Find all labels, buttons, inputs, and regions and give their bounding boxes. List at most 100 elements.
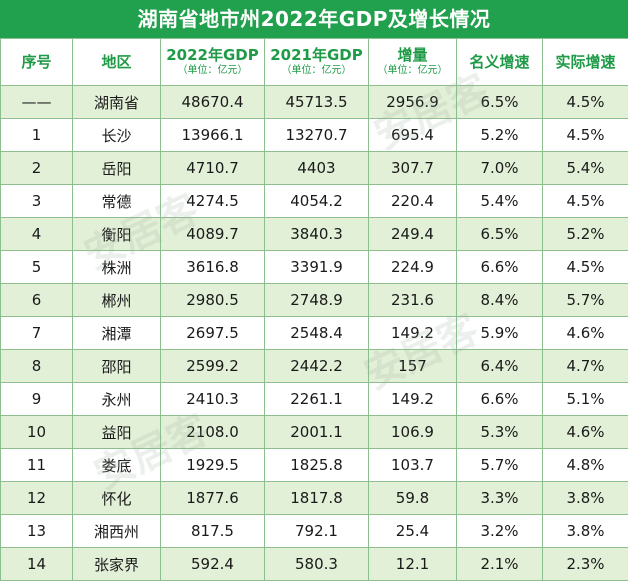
cell-index: 4 [0,217,73,251]
cell-real-growth: 5.7% [542,283,628,317]
cell-gdp-2021: 3840.3 [264,217,369,251]
cell-increment: 224.9 [368,250,457,284]
cell-real-growth: 3.8% [542,514,628,548]
cell-gdp-2022: 1929.5 [160,448,265,482]
cell-index: 1 [0,118,73,152]
cell-gdp-2021: 13270.7 [264,118,369,152]
table-row: 14 张家界 592.4 580.3 12.1 2.1% 2.3% [0,547,628,581]
cell-gdp-2022: 817.5 [160,514,265,548]
cell-gdp-2022: 48670.4 [160,85,265,119]
cell-index: 9 [0,382,73,416]
cell-region: 常德 [72,184,161,218]
cell-region: 益阳 [72,415,161,449]
cell-increment: 307.7 [368,151,457,185]
cell-index: 14 [0,547,73,581]
table-row: 9 永州 2410.3 2261.1 149.2 6.6% 5.1% [0,382,628,416]
cell-gdp-2021: 2548.4 [264,316,369,350]
header-nominal-growth: 名义增速 [456,38,543,86]
cell-index: 8 [0,349,73,383]
cell-gdp-2022: 1877.6 [160,481,265,515]
cell-gdp-2021: 3391.9 [264,250,369,284]
table-row: 8 邵阳 2599.2 2442.2 157 6.4% 4.7% [0,349,628,383]
cell-index: 12 [0,481,73,515]
cell-real-growth: 2.3% [542,547,628,581]
cell-region: 张家界 [72,547,161,581]
cell-gdp-2021: 792.1 [264,514,369,548]
cell-real-growth: 4.6% [542,316,628,350]
cell-gdp-2022: 13966.1 [160,118,265,152]
cell-gdp-2022: 2980.5 [160,283,265,317]
cell-index: 11 [0,448,73,482]
cell-nominal-growth: 6.6% [456,250,543,284]
cell-index: 5 [0,250,73,284]
table-row: 10 益阳 2108.0 2001.1 106.9 5.3% 4.6% [0,415,628,449]
cell-gdp-2021: 2001.1 [264,415,369,449]
table-row: 4 衡阳 4089.7 3840.3 249.4 6.5% 5.2% [0,217,628,251]
cell-gdp-2022: 592.4 [160,547,265,581]
cell-increment: 231.6 [368,283,457,317]
cell-region: 衡阳 [72,217,161,251]
cell-real-growth: 4.5% [542,184,628,218]
cell-increment: 106.9 [368,415,457,449]
cell-real-growth: 4.7% [542,349,628,383]
cell-gdp-2021: 2261.1 [264,382,369,416]
header-region: 地区 [72,38,161,86]
cell-nominal-growth: 7.0% [456,151,543,185]
table-row: 1 长沙 13966.1 13270.7 695.4 5.2% 4.5% [0,118,628,152]
cell-increment: 695.4 [368,118,457,152]
cell-increment: 2956.9 [368,85,457,119]
cell-gdp-2021: 1825.8 [264,448,369,482]
cell-gdp-2022: 2697.5 [160,316,265,350]
table-row: —— 湖南省 48670.4 45713.5 2956.9 6.5% 4.5% [0,85,628,119]
cell-region: 株洲 [72,250,161,284]
cell-region: 湘西州 [72,514,161,548]
cell-gdp-2021: 4403 [264,151,369,185]
header-gdp-2022: 2022年GDP （单位：亿元） [160,38,265,86]
cell-region: 怀化 [72,481,161,515]
cell-index: 3 [0,184,73,218]
cell-region: 永州 [72,382,161,416]
cell-nominal-growth: 6.6% [456,382,543,416]
cell-gdp-2022: 2599.2 [160,349,265,383]
cell-real-growth: 5.4% [542,151,628,185]
cell-region: 湘潭 [72,316,161,350]
table-row: 3 常德 4274.5 4054.2 220.4 5.4% 4.5% [0,184,628,218]
cell-real-growth: 4.6% [542,415,628,449]
table-row: 13 湘西州 817.5 792.1 25.4 3.2% 3.8% [0,514,628,548]
cell-increment: 220.4 [368,184,457,218]
table-header-row: 序号 地区 2022年GDP （单位：亿元） 2021年GDP （单位：亿元） 增量… [0,38,628,86]
cell-nominal-growth: 6.5% [456,217,543,251]
cell-increment: 149.2 [368,382,457,416]
cell-nominal-growth: 5.4% [456,184,543,218]
cell-index: —— [0,85,73,119]
gdp-table: 序号 地区 2022年GDP （单位：亿元） 2021年GDP （单位：亿元） 增量… [0,38,628,581]
cell-real-growth: 4.5% [542,250,628,284]
cell-nominal-growth: 2.1% [456,547,543,581]
cell-nominal-growth: 5.7% [456,448,543,482]
cell-index: 6 [0,283,73,317]
cell-nominal-growth: 5.3% [456,415,543,449]
cell-nominal-growth: 8.4% [456,283,543,317]
cell-region: 岳阳 [72,151,161,185]
cell-real-growth: 4.5% [542,85,628,119]
cell-increment: 25.4 [368,514,457,548]
cell-real-growth: 5.1% [542,382,628,416]
cell-region: 娄底 [72,448,161,482]
cell-gdp-2022: 2410.3 [160,382,265,416]
cell-gdp-2022: 4274.5 [160,184,265,218]
cell-nominal-growth: 3.3% [456,481,543,515]
cell-gdp-2022: 2108.0 [160,415,265,449]
page-title: 湖南省地市州2022年GDP及增长情况 [0,0,628,38]
cell-gdp-2022: 4710.7 [160,151,265,185]
cell-nominal-growth: 5.2% [456,118,543,152]
header-gdp-2021: 2021年GDP （单位：亿元） [264,38,369,86]
cell-gdp-2021: 580.3 [264,547,369,581]
header-real-growth: 实际增速 [542,38,628,86]
cell-real-growth: 5.2% [542,217,628,251]
table-row: 5 株洲 3616.8 3391.9 224.9 6.6% 4.5% [0,250,628,284]
cell-index: 13 [0,514,73,548]
cell-region: 郴州 [72,283,161,317]
table-row: 7 湘潭 2697.5 2548.4 149.2 5.9% 4.6% [0,316,628,350]
cell-real-growth: 4.5% [542,118,628,152]
